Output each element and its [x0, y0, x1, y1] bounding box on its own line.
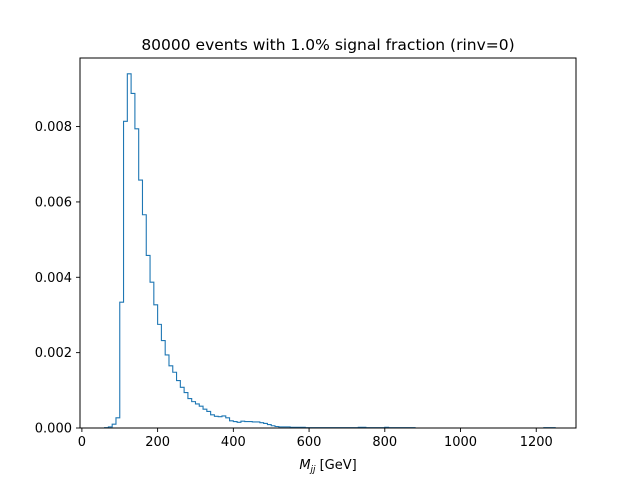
x-tick-label: 200 [145, 435, 170, 450]
y-tick-label: 0.002 [35, 346, 72, 361]
x-tick-label: 1000 [444, 435, 477, 450]
x-axis-label-unit: [GeV] [320, 458, 357, 473]
x-tick-label: 0 [78, 435, 86, 450]
x-tick-label: 800 [372, 435, 397, 450]
y-axis-ticks: 0.000 0.002 0.004 0.006 0.008 [35, 120, 80, 437]
x-tick-label: 1200 [520, 435, 553, 450]
x-axis-ticks: 0 200 400 600 800 1000 1200 [78, 428, 553, 450]
y-tick-label: 0.000 [35, 422, 72, 437]
y-tick-label: 0.004 [35, 271, 72, 286]
x-axis-label: Mjj [GeV] [299, 458, 356, 475]
x-tick-label: 600 [297, 435, 322, 450]
x-axis-label-sub: jj [309, 465, 317, 475]
axes-frame [79, 57, 577, 429]
y-tick-label: 0.008 [35, 120, 72, 135]
x-tick-label: 400 [221, 435, 246, 450]
x-axis-label-var: M [299, 458, 310, 473]
y-tick-label: 0.006 [35, 195, 72, 210]
chart-title: 80000 events with 1.0% signal fraction (… [141, 36, 514, 54]
